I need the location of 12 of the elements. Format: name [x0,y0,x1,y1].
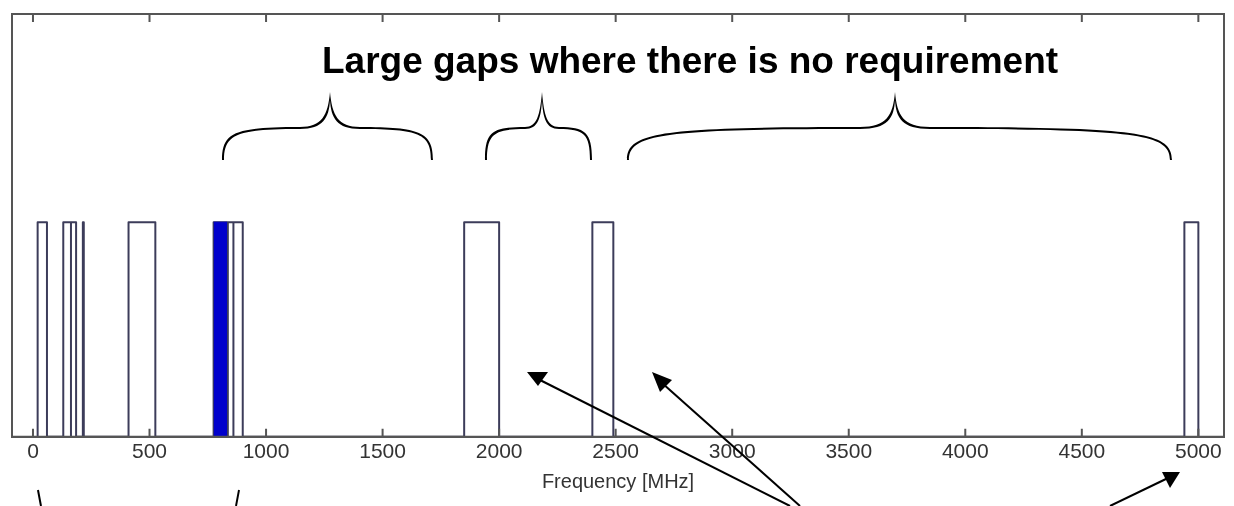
x-tick-label: 0 [27,439,39,463]
x-tick-label: 5000 [1175,439,1222,463]
x-tick-label: 4500 [1058,439,1106,463]
text: Large gaps where there is no requirement [321,40,1059,82]
x-tick-label: 1500 [359,439,406,463]
x-tick-label: 3500 [825,439,873,463]
x-tick-label: 2000 [475,439,523,463]
x-tick-label: 4000 [941,439,989,463]
x-tick-label: 1000 [242,439,290,463]
x-tick-label: 2500 [592,439,640,463]
x-axis-title: Frequency [MHz] [541,469,695,492]
x-tick-label: 500 [131,439,168,463]
